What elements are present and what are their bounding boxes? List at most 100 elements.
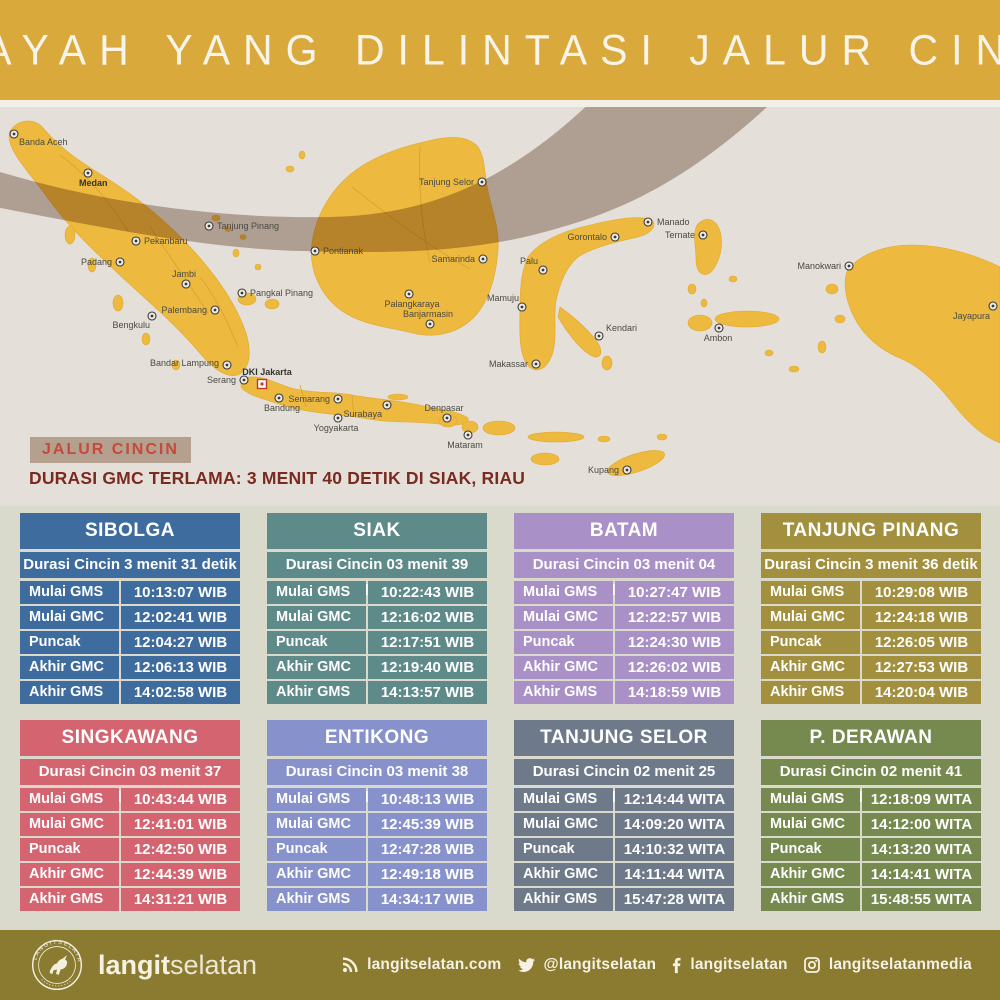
- twitter-link-label: @langitselatan: [543, 956, 657, 973]
- city-marker-dot: [625, 468, 629, 472]
- island-sulawesi: [519, 217, 655, 371]
- table-row: Akhir GMC 12:49:18 WIB: [267, 863, 487, 886]
- table-ring-duration: Durasi Cincin 03 menit 39 detik: [267, 552, 487, 599]
- phase-time: 14:34:17 WIB: [368, 888, 487, 911]
- table-ring-duration: Durasi Cincin 02 menit 25 detik: [514, 759, 734, 806]
- city-marker-dot: [847, 264, 851, 268]
- city-label: Kendari: [606, 323, 637, 333]
- city-label: Jayapura: [953, 311, 990, 321]
- title-banner: WILAYAH YANG DILINTASI JALUR CINCIN: [0, 0, 1000, 100]
- city-markers-group: Banda Aceh Medan Tanjung Pinang Pekanbaru Pa…: [9, 129, 998, 475]
- city-label: Mataram: [447, 440, 483, 450]
- instagram-link[interactable]: langitselatanmedia: [803, 956, 972, 974]
- phase-time: 12:49:18 WIB: [368, 863, 487, 886]
- island-small: [834, 314, 846, 324]
- table-row: Akhir GMC 12:44:39 WIB: [20, 863, 240, 886]
- table-row: Akhir GMC 12:19:40 WIB: [267, 656, 487, 679]
- phase-time: 10:22:43 WIB: [368, 581, 487, 604]
- city-marker-dot: [597, 334, 601, 338]
- phase-label: Akhir GMS: [514, 681, 613, 704]
- phase-time: 12:04:27 WIB: [121, 631, 240, 654]
- island-small: [87, 257, 97, 273]
- city-marker-dot: [336, 416, 340, 420]
- city-marker-dot: [134, 239, 138, 243]
- table-row: Akhir GMS 14:18:59 WIB: [514, 681, 734, 704]
- city-times-grid: SIBOLGA Durasi Cincin 3 menit 31 detik M…: [0, 506, 1000, 930]
- city-label: Bengkulu: [112, 320, 150, 330]
- instagram-link-label: langitselatanmedia: [828, 956, 972, 973]
- phase-label: Puncak: [267, 631, 366, 654]
- island-sumbawa: [482, 420, 516, 436]
- city-marker-dot: [613, 235, 617, 239]
- city-label: Pontianak: [323, 246, 364, 256]
- max-duration-note: DURASI GMC TERLAMA: 3 MENIT 40 DETIK DI …: [29, 468, 526, 488]
- city-marker-dot: [242, 378, 246, 382]
- phase-label: Akhir GMS: [514, 888, 613, 911]
- island-papua: [844, 244, 1000, 444]
- indonesia-map-section: Banda Aceh Medan Tanjung Pinang Pekanbaru Pa…: [0, 100, 1000, 506]
- table-rows: Mulai GMS 10:43:44 WIB Mulai GMC 12:41:01 W…: [20, 788, 240, 911]
- table-row: Akhir GMS 15:47:28 WITA: [514, 888, 734, 911]
- island-small: [825, 283, 839, 295]
- city-marker-dot: [445, 416, 449, 420]
- city-marker-dot: [213, 308, 217, 312]
- city-label: Ambon: [704, 333, 733, 343]
- city-marker-dot: [646, 220, 650, 224]
- table-row: Akhir GMS 14:34:17 WIB: [267, 888, 487, 911]
- phase-label: Akhir GMC: [514, 656, 613, 679]
- table-row: Mulai GMC 12:41:01 WIB: [20, 813, 240, 836]
- city-marker-dot: [207, 224, 211, 228]
- phase-label: Mulai GMC: [267, 813, 366, 836]
- phase-time: 10:27:47 WIB: [615, 581, 734, 604]
- phase-label: Puncak: [20, 838, 119, 861]
- island-belitung: [264, 298, 280, 310]
- table-row: Mulai GMC 12:45:39 WIB: [267, 813, 487, 836]
- table-ring-duration: Durasi Cincin 03 menit 37 detik: [20, 759, 240, 806]
- island-small: [141, 332, 151, 346]
- city-marker-dot: [240, 291, 244, 295]
- page-title: WILAYAH YANG DILINTASI JALUR CINCIN: [0, 25, 1000, 74]
- phase-time: 12:14:44 WITA: [615, 788, 734, 811]
- table-row: Mulai GMC 14:12:00 WITA: [761, 813, 981, 836]
- eclipse-time-table: ENTIKONG Durasi Cincin 03 menit 38 detik…: [267, 720, 487, 913]
- phase-time: 14:13:57 WIB: [368, 681, 487, 704]
- city-label: Serang: [207, 375, 236, 385]
- brand-light: selatan: [170, 949, 258, 980]
- city-label: Palu: [520, 256, 538, 266]
- table-ring-duration: Durasi Cincin 3 menit 36 detik: [761, 552, 981, 578]
- table-row: Mulai GMS 12:14:44 WITA: [514, 788, 734, 811]
- phase-time: 14:20:04 WIB: [862, 681, 981, 704]
- table-row: Puncak 12:26:05 WIB: [761, 631, 981, 654]
- city-label: Pangkal Pinang: [250, 288, 313, 298]
- website-link[interactable]: langitselatan.com: [342, 956, 501, 974]
- phase-time: 14:09:20 WITA: [615, 813, 734, 836]
- city-marker-dot: [225, 363, 229, 367]
- city-label: DKI Jakarta: [242, 367, 293, 377]
- table-row: Mulai GMS 10:48:13 WIB: [267, 788, 487, 811]
- city-label: Padang: [81, 257, 112, 267]
- phase-label: Akhir GMC: [761, 863, 860, 886]
- phase-time: 14:13:20 WITA: [862, 838, 981, 861]
- island-small: [687, 283, 697, 295]
- table-row: Puncak 12:04:27 WIB: [20, 631, 240, 654]
- eclipse-time-table: SIAK Durasi Cincin 03 menit 39 detik Mul…: [267, 513, 487, 706]
- phase-time: 14:31:21 WIB: [121, 888, 240, 911]
- twitter-link[interactable]: @langitselatan: [517, 956, 657, 974]
- island-small: [171, 359, 181, 371]
- eclipse-time-table: SINGKAWANG Durasi Cincin 03 menit 37 det…: [20, 720, 240, 913]
- eclipse-path-band: [0, 107, 768, 253]
- facebook-link[interactable]: langitselatan: [672, 956, 787, 974]
- social-links: langitselatan.com @langitselatan langits…: [342, 956, 972, 974]
- table-row: Akhir GMS 15:48:55 WITA: [761, 888, 981, 911]
- island-timor: [607, 450, 665, 476]
- table-row: Akhir GMS 14:31:21 WIB: [20, 888, 240, 911]
- city-label: Banjarmasin: [403, 309, 453, 319]
- city-label: Jambi: [172, 269, 196, 279]
- island-small: [764, 349, 774, 357]
- island-natuna: [285, 165, 295, 173]
- island-small: [232, 248, 240, 258]
- city-marker-dot: [520, 305, 524, 309]
- phase-time: 15:48:55 WITA: [862, 888, 981, 911]
- city-label: Makassar: [489, 359, 528, 369]
- langitselatan-logo: LANGITSELATAN: [30, 938, 83, 991]
